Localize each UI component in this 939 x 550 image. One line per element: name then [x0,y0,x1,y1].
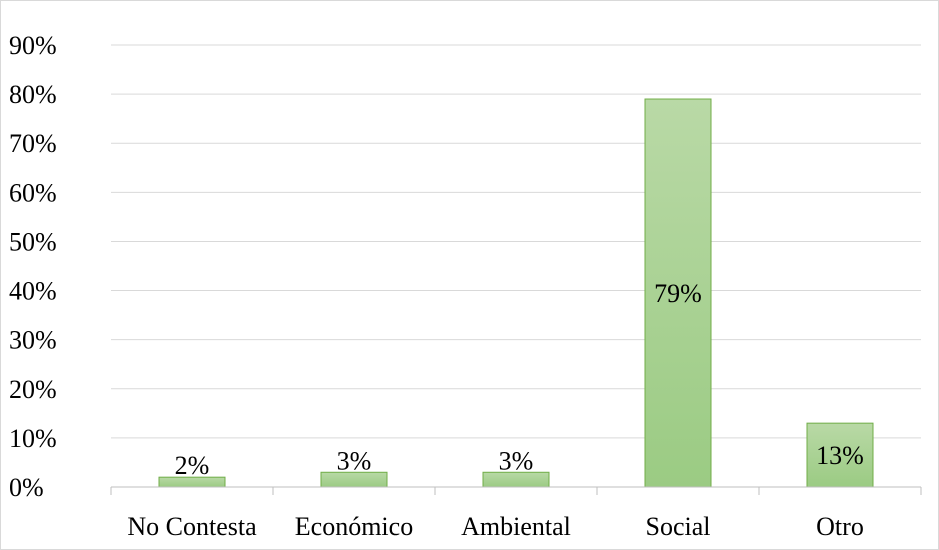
data-label: 2% [175,451,210,480]
data-label: 13% [816,441,864,470]
x-tick-label: Económico [295,512,413,541]
x-tick-label: No Contesta [127,512,257,541]
bar [806,422,874,488]
gridlines [111,44,921,439]
y-tick-label: 80% [9,80,57,109]
y-tick-label: 40% [9,277,57,306]
bars [158,98,874,488]
y-tick-label: 0% [9,473,44,502]
y-tick-label: 60% [9,178,57,207]
x-tick-label: Ambiental [461,512,571,541]
y-tick-label: 50% [9,227,57,256]
data-label: 3% [499,446,534,475]
y-tick-label: 10% [9,424,57,453]
data-label: 79% [654,279,702,308]
y-tick-label: 70% [9,129,57,158]
x-tick-label: Social [646,512,711,541]
y-axis: 0% 10% 20% 30% 40% 50% 60% 70% 80% 90% [9,31,57,502]
x-tick-label: Otro [816,512,864,541]
y-tick-label: 30% [9,326,57,355]
data-label: 3% [337,446,372,475]
data-labels: 2% 3% 3% 79% 13% [175,279,864,480]
y-tick-label: 20% [9,375,57,404]
y-tick-label: 90% [9,31,57,60]
bar [644,98,712,488]
x-axis: No Contesta Económico Ambiental Social Otro [110,486,922,541]
